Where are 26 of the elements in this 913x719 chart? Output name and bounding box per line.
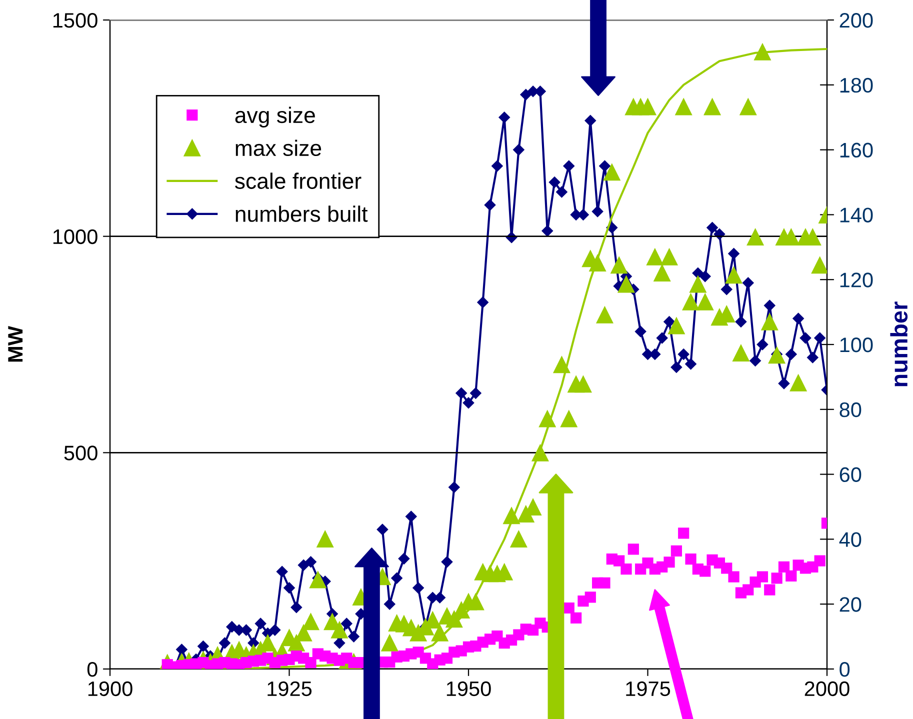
legend-label: scale frontier [235,172,362,189]
y2-tick-label: 160 [840,142,873,158]
y2-tick-label: 80 [840,402,862,418]
y2-tick-label: 40 [839,532,862,547]
y-tick-label: 500 [64,446,98,460]
y2-tick-label: 100 [840,338,873,352]
x-tick-label: 1975 [626,681,670,696]
y2-tick-label: 20 [840,597,862,612]
x-tick-label: 1950 [446,681,491,696]
y-tick-label: 0 [87,662,98,677]
y2-axis-title: number [890,302,908,386]
y2-tick-label: 60 [840,467,862,482]
y-tick-label: 1500 [53,13,98,28]
x-tick-label: 1925 [268,681,312,696]
y2-tick-label: 140 [840,208,873,222]
legend-label: max size [236,140,322,156]
legend-label: numbers built [236,206,368,222]
legend-label: avg size [235,106,315,128]
y2-tick-label: 200 [840,13,873,28]
x-tick-label: 2000 [804,681,850,696]
y2-tick-label: 120 [840,272,873,288]
x-tick-label: 1900 [88,681,132,696]
y2-tick-label: 180 [840,78,873,93]
y-axis-title: MW [8,326,23,362]
y2-tick-label: 0 [840,662,850,677]
y-tick-label: 1000 [53,229,98,244]
